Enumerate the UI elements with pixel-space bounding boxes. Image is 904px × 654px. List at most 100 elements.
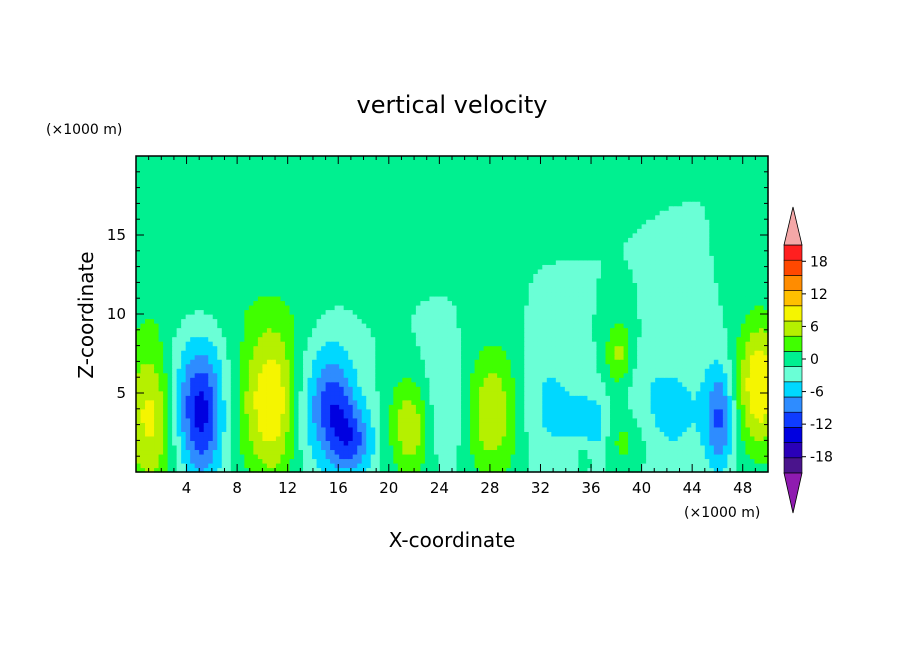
heatmap-cell [596,435,602,441]
heatmap-cell [145,462,151,469]
heatmap-cell [212,408,218,414]
heatmap-cell [221,417,227,423]
heatmap-cell [664,332,670,338]
heatmap-cell [424,444,431,451]
heatmap-cell [718,345,724,351]
heatmap-cell [596,399,602,405]
heatmap-cell [736,314,742,320]
heatmap-cell [280,449,286,455]
heatmap-cell [722,399,728,405]
heatmap-cell [140,453,146,460]
heatmap-cell [348,422,354,428]
heatmap-cell [325,372,331,378]
heatmap-cell [637,368,643,374]
heatmap-cell [646,336,652,342]
heatmap-cell [248,453,254,460]
heatmap-cell [673,354,679,360]
heatmap-cell [465,395,471,401]
heatmap-cell [682,327,688,333]
heatmap-cell [731,431,737,437]
heatmap-cell [497,399,503,405]
heatmap-cell [470,426,476,432]
heatmap-cell [190,327,196,333]
heatmap-cell [361,309,367,315]
heatmap-cell [375,314,381,320]
heatmap-cell [682,336,688,342]
heatmap-cell [406,359,412,365]
heatmap-cell [564,399,570,405]
heatmap-cell [402,426,408,432]
heatmap-cell [560,431,566,437]
heatmap-cell [339,449,345,455]
heatmap-cell [573,404,579,410]
heatmap-cell [330,332,336,338]
heatmap-cell [533,440,539,446]
heatmap-cell [564,336,570,342]
heatmap-cell [573,332,579,338]
heatmap-cell [447,399,453,405]
heatmap-cell [560,435,566,441]
heatmap-cell [682,458,688,464]
heatmap-cell [429,377,435,383]
heatmap-cell [406,431,412,437]
heatmap-cell [411,413,417,419]
heatmap-cell [474,422,480,428]
heatmap-cell [406,363,412,369]
heatmap-cell [655,408,661,414]
heatmap-cell [298,350,304,356]
heatmap-cell [181,458,187,464]
heatmap-cell [388,345,394,351]
heatmap-cell [736,462,742,469]
heatmap-cell [763,467,769,473]
heatmap-cell [316,422,322,428]
heatmap-cell [438,363,444,369]
heatmap-cell [226,417,232,423]
heatmap-cell [763,314,769,320]
heatmap-cell [573,440,579,446]
heatmap-cell [614,386,620,392]
heatmap-cell [452,431,458,437]
heatmap-cell [289,381,295,387]
heatmap-cell [492,449,498,455]
heatmap-cell [650,435,656,441]
heatmap-cell [388,323,394,329]
heatmap-cell [230,323,236,329]
heatmap-cell [447,336,453,342]
heatmap-cell [659,426,665,432]
heatmap-cell [564,363,570,369]
heatmap-cell [271,431,277,437]
heatmap-cell [262,345,268,351]
heatmap-cell [637,327,643,333]
heatmap-cell [510,458,516,464]
heatmap-cell [438,332,444,338]
heatmap-cell [167,453,173,460]
heatmap-cell [763,372,769,378]
heatmap-cell [361,368,367,374]
heatmap-cell [452,404,458,410]
heatmap-cell [731,422,737,428]
heatmap-cell [190,422,196,428]
heatmap-cell [682,462,688,469]
heatmap-cell [637,359,643,365]
heatmap-cell [163,309,169,315]
heatmap-cell [754,368,760,374]
heatmap-cell [470,431,476,437]
heatmap-cell [145,395,151,401]
heatmap-cell [230,462,236,469]
heatmap-cell [686,386,692,392]
heatmap-cell [239,453,245,460]
heatmap-cell [330,363,336,369]
heatmap-cell [316,377,322,383]
heatmap-cell [203,350,209,356]
heatmap-cell [325,390,331,396]
heatmap-cell [424,458,431,464]
heatmap-cell [339,354,345,360]
heatmap-cell [587,458,593,464]
heatmap-cell [217,390,223,396]
heatmap-cell [343,386,349,392]
heatmap-cell [506,467,512,473]
heatmap-cell [519,372,525,378]
heatmap-cell [221,381,227,387]
heatmap-cell [343,309,349,315]
heatmap-cell [515,327,521,333]
